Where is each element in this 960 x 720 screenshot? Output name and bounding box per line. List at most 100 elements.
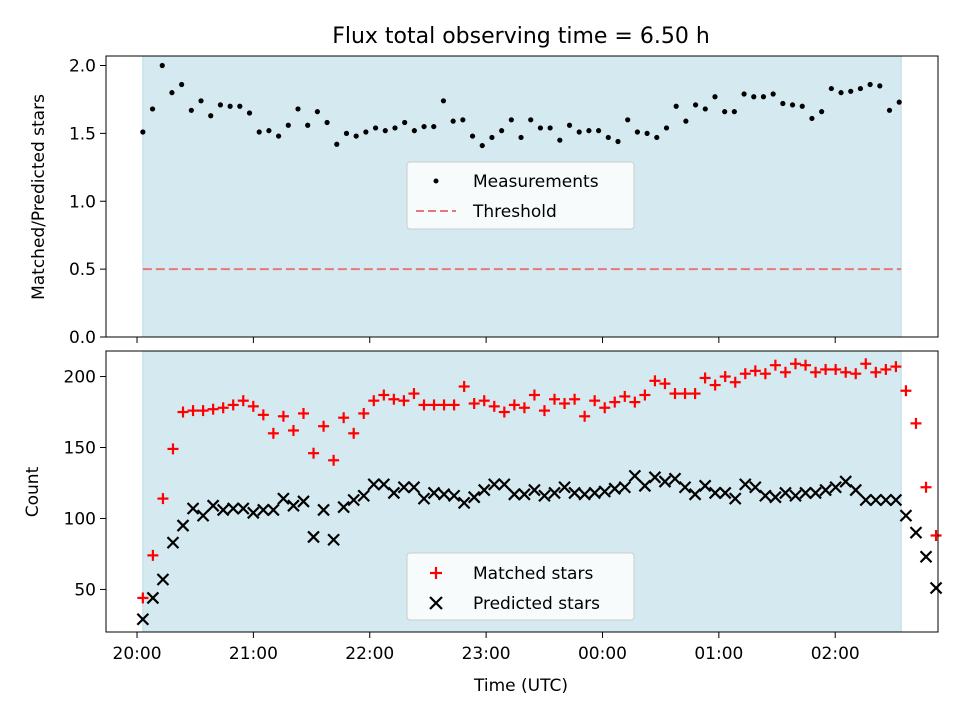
measurement-point	[382, 128, 388, 134]
predicted-star-point	[869, 493, 883, 507]
predicted-star-stroke-b	[437, 488, 451, 501]
measurement-point	[877, 83, 883, 89]
bottom-panel-frame	[105, 350, 939, 633]
matched-star-point	[860, 358, 872, 370]
predicted-star-stroke-b	[498, 478, 511, 491]
predicted-star-point	[809, 486, 822, 500]
predicted-star-stroke-b	[508, 488, 521, 501]
matched-star-point	[589, 395, 601, 407]
matched-star-point	[639, 389, 651, 401]
matched-star-point	[569, 393, 581, 405]
x-tick-label: 21:00	[229, 644, 278, 664]
predicted-star-stroke-b	[819, 483, 832, 497]
x-tick-label: 20:00	[113, 644, 162, 664]
predicted-star-point	[769, 490, 782, 504]
predicted-star-stroke-b	[387, 486, 401, 500]
predicted-star-stroke-b	[427, 486, 441, 500]
predicted-star-stroke-b	[628, 469, 642, 483]
matched-star-point	[488, 400, 500, 412]
legend-matched-marker	[430, 567, 442, 579]
predicted-star-point	[789, 489, 802, 503]
measurement-point	[634, 129, 640, 135]
predicted-star-point	[407, 480, 421, 494]
predicted-star-point	[226, 502, 240, 515]
predicted-star-stroke-b	[337, 500, 350, 514]
predicted-star-stroke-b	[718, 486, 732, 500]
predicted-star-stroke-b	[206, 499, 220, 512]
measurement-point	[198, 98, 204, 104]
matched-star-point	[398, 395, 410, 407]
predicted-star-point	[247, 506, 260, 520]
predicted-star-point	[548, 486, 561, 500]
matched-star-point	[217, 402, 229, 414]
predicted-star-point	[206, 499, 220, 512]
measurement-point	[188, 107, 194, 113]
predicted-star-point	[648, 471, 662, 484]
predicted-star-stroke-b	[548, 486, 561, 500]
matched-star-point	[930, 529, 942, 541]
predicted-star-point	[799, 486, 812, 500]
matched-star-point	[147, 549, 159, 561]
top-panel: 0.00.51.01.52.0 Matched/Predicted stars …	[29, 55, 939, 348]
matched-star-point	[458, 380, 470, 392]
matched-star-point	[619, 390, 631, 402]
predicted-star-stroke-b	[608, 482, 622, 495]
predicted-star-point	[879, 493, 893, 507]
matched-star-point	[358, 407, 370, 419]
predicted-star-stroke-b	[146, 591, 160, 605]
predicted-star-point	[668, 472, 682, 486]
matched-star-point	[599, 402, 611, 414]
predicted-star-stroke-b	[638, 479, 652, 493]
predicted-star-point	[487, 478, 501, 491]
measurement-point	[479, 142, 485, 149]
measurement-point	[576, 129, 582, 135]
predicted-star-stroke-b	[236, 502, 250, 515]
measurement-point	[353, 133, 359, 139]
legend-predicted-marker	[429, 596, 443, 610]
predicted-star-stroke-b	[698, 479, 712, 493]
predicted-star-stroke-b	[839, 475, 852, 488]
measurement-point	[392, 125, 398, 131]
measurement-point	[140, 129, 146, 135]
predicted-star-point	[387, 486, 401, 500]
measurement-point	[896, 99, 902, 105]
predicted-star-stroke-b	[196, 509, 210, 522]
measurement-point	[508, 117, 514, 123]
matched-star-point	[428, 399, 440, 411]
matched-star-point	[779, 366, 791, 378]
measurement-point	[237, 103, 243, 109]
measurement-point	[460, 117, 466, 123]
top-y-tick-label: 1.5	[69, 124, 96, 144]
measurement-point	[886, 107, 893, 113]
measurement-point	[663, 125, 670, 131]
matched-star-point	[689, 388, 701, 400]
legend-predicted-label: Predicted stars	[473, 594, 600, 614]
measurement-point	[285, 122, 291, 128]
matched-star-point	[177, 406, 189, 418]
measurement-point	[256, 129, 262, 135]
predicted-star-stroke-b	[327, 533, 340, 547]
predicted-star-point	[307, 530, 320, 544]
matched-star-point	[810, 366, 822, 378]
predicted-star-stroke-b	[357, 489, 371, 503]
measurement-point	[625, 117, 631, 123]
predicted-star-stroke-b	[588, 486, 601, 500]
top-y-tick-label: 0.0	[69, 328, 96, 348]
predicted-star-point	[728, 492, 742, 505]
matched-star-point	[418, 399, 430, 411]
predicted-star-stroke-b	[447, 489, 461, 503]
measurement-point	[683, 118, 689, 124]
measurement-point	[276, 133, 282, 139]
matched-star-point	[920, 481, 932, 493]
top-legend: Measurements Threshold	[406, 161, 635, 230]
predicted-star-point	[417, 492, 431, 505]
matched-star-point	[659, 378, 671, 390]
matched-star-point	[197, 405, 209, 417]
measurement-point	[537, 125, 544, 131]
matched-star-point	[277, 410, 289, 422]
matched-star-point	[709, 379, 721, 391]
predicted-star-stroke-b	[919, 550, 933, 564]
predicted-star-stroke-b	[899, 509, 913, 522]
predicted-star-point	[477, 483, 491, 497]
measurement-point	[596, 128, 602, 134]
